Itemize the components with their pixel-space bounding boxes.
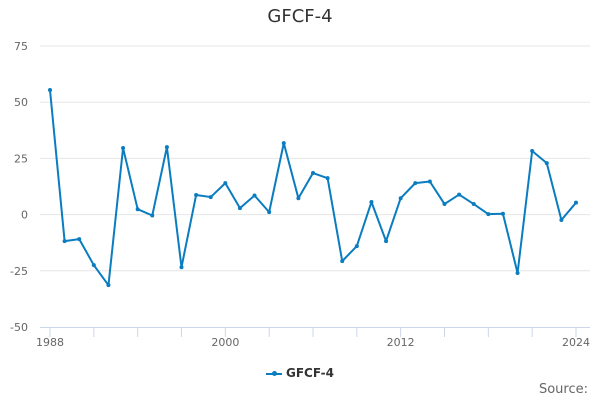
data-point [267,210,272,215]
data-point [559,217,564,222]
data-point [237,206,242,211]
legend-line-icon [265,370,282,376]
data-point [369,200,374,205]
data-point [91,263,96,268]
data-point [135,207,140,212]
data-point [179,265,184,270]
data-point [106,283,111,288]
data-point [208,195,213,200]
x-tick-label: 2012 [387,336,415,349]
legend-item[interactable]: GFCF-4 [0,366,600,380]
data-point [164,145,169,150]
x-tick-label: 2024 [562,336,590,349]
source-label: Source: [538,382,588,397]
data-point [194,193,199,198]
x-tick-label: 2000 [211,336,239,349]
data-point [471,202,476,207]
data-point [515,271,520,276]
data-point [574,200,578,205]
data-point [340,259,345,264]
data-point [457,192,462,197]
y-tick-label: -25 [10,265,28,278]
data-point [223,181,228,186]
data-point [48,88,52,93]
data-point [486,212,491,217]
y-tick-label: 25 [14,152,28,165]
data-point [62,239,67,244]
data-point [311,171,315,176]
data-point [413,181,418,186]
y-tick-label: 75 [14,40,28,53]
data-point [325,176,330,181]
data-point [121,146,126,151]
data-point [500,211,505,216]
data-point [398,196,403,201]
y-tick-label: 0 [21,209,28,222]
data-point [252,193,257,198]
data-point [281,141,286,146]
data-point [296,196,301,201]
data-point [77,237,82,242]
chart-title: GFCF-4 [267,6,333,27]
data-point [442,202,447,207]
data-point [427,179,432,184]
x-tick-label: 1988 [36,336,64,349]
data-point [384,239,389,244]
legend-label: GFCF-4 [285,366,334,380]
series-line [49,89,577,287]
data-point [150,213,155,218]
data-point [544,161,549,166]
y-tick-label: -50 [10,321,28,334]
y-tick-label: 50 [14,96,28,109]
data-point [530,148,535,153]
data-point [354,244,359,249]
